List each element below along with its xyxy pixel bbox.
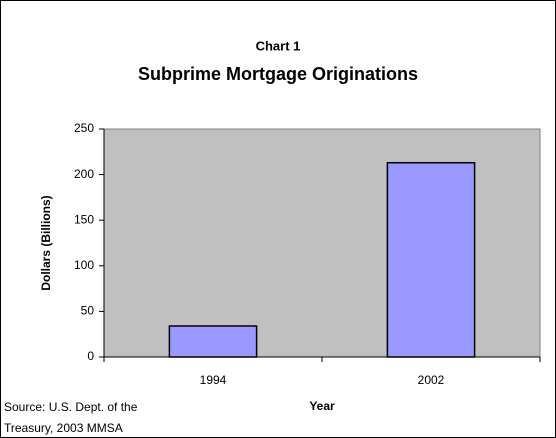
y-tick-label: 250 (74, 121, 94, 135)
x-tick-label: 2002 (418, 373, 445, 387)
y-tick-label: 50 (81, 304, 95, 318)
bar (386, 161, 476, 358)
source-note: Treasury, 2003 MMSA (4, 421, 123, 435)
y-tick-label: 100 (74, 258, 94, 272)
chart-subtitle: Subprime Mortgage Originations (138, 64, 418, 84)
source-note: Source: U.S. Dept. of the (4, 400, 138, 414)
y-tick-label: 150 (74, 212, 94, 226)
bar (168, 325, 258, 358)
y-tick-label: 200 (74, 167, 94, 181)
chart-title: Chart 1 (256, 38, 301, 53)
x-tick-label: 1994 (200, 373, 227, 387)
y-axis-label: Dollars (Billions) (39, 195, 53, 290)
y-tick-label: 0 (87, 349, 94, 363)
x-axis-label: Year (309, 399, 335, 413)
